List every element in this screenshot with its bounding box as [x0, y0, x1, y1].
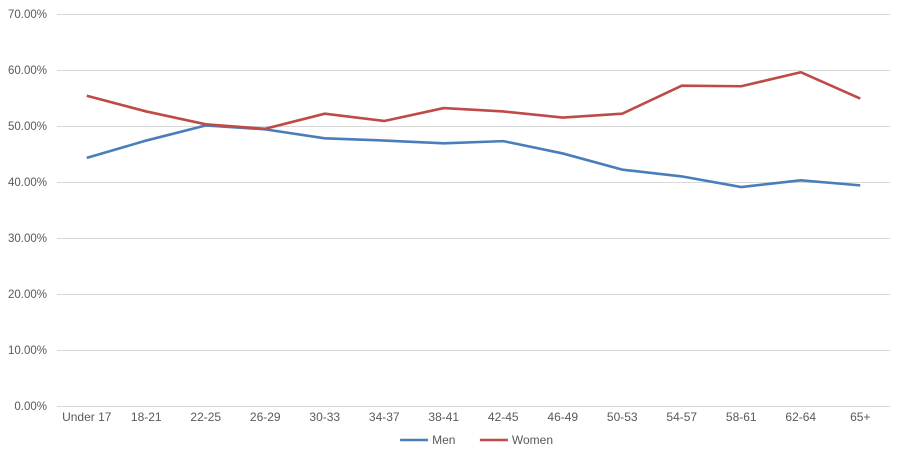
y-tick-label: 0.00%	[14, 401, 47, 413]
y-tick-label: 10.00%	[8, 345, 47, 357]
x-tick-label: 46-49	[547, 410, 578, 424]
y-axis-tick-labels: 0.00% 10.00% 20.00% 30.00% 40.00% 50.00% 60.00…	[8, 9, 47, 413]
x-tick-label: Under 17	[62, 410, 112, 424]
x-tick-label: 62-64	[785, 410, 816, 424]
y-tick-label: 40.00%	[8, 177, 47, 189]
x-tick-label: 26-29	[250, 410, 281, 424]
x-tick-label: 50-53	[607, 410, 638, 424]
x-tick-label: 22-25	[190, 410, 221, 424]
x-tick-label: 30-33	[309, 410, 340, 424]
x-tick-label: 42-45	[488, 410, 519, 424]
legend-label-men: Men	[432, 433, 455, 447]
series-line-men	[86, 124, 861, 189]
y-tick-label: 50.00%	[8, 121, 47, 133]
x-tick-label: 18-21	[131, 410, 162, 424]
chart-legend: Men Women	[400, 433, 553, 447]
x-tick-label: 54-57	[666, 410, 697, 424]
x-tick-label: 58-61	[726, 410, 757, 424]
y-tick-label: 60.00%	[8, 65, 47, 77]
x-tick-label: 38-41	[428, 410, 459, 424]
x-tick-label: 34-37	[369, 410, 400, 424]
legend-item-women[interactable]: Women	[479, 433, 553, 447]
y-tick-label: 70.00%	[8, 9, 47, 21]
y-tick-label: 30.00%	[8, 233, 47, 245]
series-line-women	[86, 70, 861, 131]
data-series-lines	[86, 70, 861, 189]
y-tick-label: 20.00%	[8, 289, 47, 301]
x-tick-label: 65+	[850, 410, 870, 424]
legend-label-women: Women	[512, 433, 553, 447]
gridlines	[57, 14, 890, 407]
legend-item-men[interactable]: Men	[400, 433, 455, 447]
x-axis-tick-labels: Under 17 18-21 22-25 26-29 30-33 34-37 38-41 42…	[62, 410, 870, 424]
